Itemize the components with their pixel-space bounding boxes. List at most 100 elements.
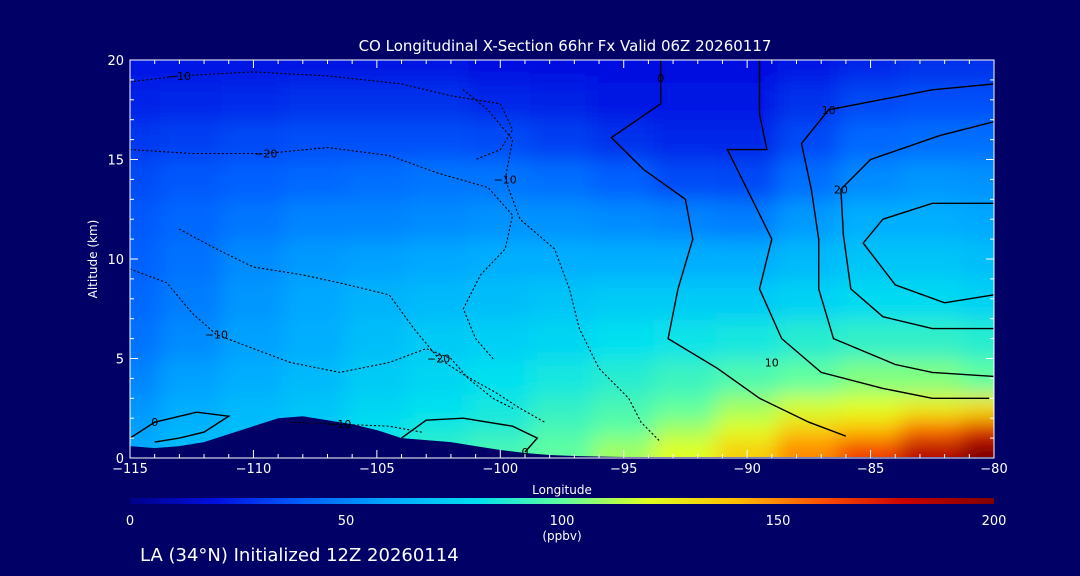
y-tick-label: 0 bbox=[116, 452, 124, 467]
contour-label: 10 bbox=[822, 104, 836, 117]
heat-cell bbox=[715, 417, 779, 440]
heat-cell bbox=[653, 317, 718, 360]
heat-cell bbox=[159, 80, 224, 121]
colorbar-ticks: 0 50 100 150 200 bbox=[126, 514, 1007, 529]
heat-cell bbox=[130, 118, 162, 161]
colorbar-tick-label: 100 bbox=[550, 514, 575, 529]
heat-cell bbox=[283, 392, 347, 420]
contour-label: 0 bbox=[151, 416, 158, 429]
heat-cell bbox=[159, 317, 224, 360]
y-tick-label: 20 bbox=[107, 54, 124, 69]
heat-cell bbox=[777, 417, 841, 440]
heat-cell bbox=[530, 357, 594, 395]
heat-cell bbox=[159, 277, 224, 320]
heat-cell bbox=[900, 118, 965, 161]
heat-cell bbox=[468, 158, 533, 201]
heat-cell bbox=[838, 158, 903, 201]
heat-cell bbox=[468, 392, 533, 420]
heat-cell bbox=[653, 158, 718, 201]
contour-line-solid bbox=[840, 121, 994, 330]
heat-cell bbox=[468, 60, 533, 83]
x-tick-label: −95 bbox=[610, 462, 637, 477]
contour-label: −20 bbox=[254, 148, 277, 161]
heat-cell bbox=[221, 60, 286, 83]
heat-cell bbox=[159, 417, 224, 440]
contour-line-solid bbox=[401, 417, 539, 453]
heat-cell bbox=[130, 80, 162, 121]
heat-cell bbox=[777, 357, 841, 395]
heat-cell bbox=[283, 60, 347, 83]
heat-cell bbox=[900, 238, 965, 280]
heat-cell bbox=[468, 417, 533, 440]
heat-cell bbox=[715, 357, 779, 395]
heat-cell bbox=[406, 60, 471, 83]
chart-title: CO Longitudinal X-Section 66hr Fx Valid … bbox=[359, 37, 772, 55]
heat-cell bbox=[962, 317, 994, 360]
heat-cell bbox=[406, 357, 471, 395]
heat-cell bbox=[406, 80, 471, 121]
heat-cell bbox=[530, 238, 594, 280]
heat-cell bbox=[468, 357, 533, 395]
heat-cell bbox=[468, 317, 533, 360]
heat-cell bbox=[962, 118, 994, 161]
heat-cell bbox=[283, 80, 347, 121]
y-tick-label: 10 bbox=[107, 253, 124, 268]
heat-cell bbox=[900, 357, 965, 395]
heat-cell bbox=[530, 277, 594, 320]
heat-cell bbox=[530, 198, 594, 241]
x-tick-label: −85 bbox=[857, 462, 884, 477]
heat-cell bbox=[406, 118, 471, 161]
y-axis-label: Altitude (km) bbox=[86, 220, 100, 299]
colorbar-tick-label: 50 bbox=[338, 514, 355, 529]
heat-cell bbox=[591, 357, 656, 395]
heat-cell bbox=[283, 118, 347, 161]
heat-cell bbox=[530, 392, 594, 420]
contour-line-dotted bbox=[289, 421, 422, 433]
colorbar bbox=[130, 498, 994, 504]
heat-cell bbox=[838, 277, 903, 320]
heat-cell bbox=[715, 437, 779, 458]
heat-cell bbox=[715, 158, 779, 201]
heat-cell bbox=[838, 80, 903, 121]
heat-cell bbox=[777, 277, 841, 320]
heat-cell bbox=[838, 317, 903, 360]
heat-cell bbox=[962, 238, 994, 280]
heat-cell bbox=[345, 277, 409, 320]
heat-cell bbox=[159, 357, 224, 395]
heat-cell bbox=[468, 277, 533, 320]
heat-cell bbox=[530, 317, 594, 360]
heat-cell bbox=[283, 317, 347, 360]
x-axis: −115 −110 −105 −100 −95 −90 −85 −80 bbox=[112, 60, 1008, 477]
heat-cell bbox=[838, 60, 903, 83]
heat-cell bbox=[962, 198, 994, 241]
contour-line-solid bbox=[800, 83, 994, 378]
heat-cell bbox=[130, 392, 162, 420]
heat-cell bbox=[653, 198, 718, 241]
heat-cell bbox=[221, 277, 286, 320]
x-tick-label: −90 bbox=[733, 462, 760, 477]
heat-cell bbox=[345, 392, 409, 420]
heat-cell bbox=[900, 392, 965, 420]
heat-cell bbox=[653, 60, 718, 83]
heat-cell bbox=[962, 392, 994, 420]
heat-cell bbox=[715, 317, 779, 360]
contour-label: −20 bbox=[427, 353, 450, 366]
heat-cell bbox=[715, 238, 779, 280]
heat-cell bbox=[591, 437, 656, 458]
heat-cell bbox=[406, 317, 471, 360]
heat-cell bbox=[221, 198, 286, 241]
contour-label: 10 bbox=[765, 357, 779, 370]
heat-cell bbox=[653, 417, 718, 440]
heat-cell bbox=[777, 392, 841, 420]
heat-cell bbox=[159, 238, 224, 280]
heat-cell bbox=[715, 392, 779, 420]
heat-cell bbox=[159, 158, 224, 201]
contour-label: 20 bbox=[834, 183, 848, 196]
colorbar-tick-label: 200 bbox=[982, 514, 1007, 529]
heat-cell bbox=[591, 198, 656, 241]
contour-line-dotted bbox=[462, 89, 662, 443]
x-tick-label: −115 bbox=[112, 462, 148, 477]
plot-area: −10 −20 −10 −10 −20 −10 0 0 0 10 10 20 bbox=[130, 60, 994, 458]
colorbar-tick-label: 0 bbox=[126, 514, 134, 529]
